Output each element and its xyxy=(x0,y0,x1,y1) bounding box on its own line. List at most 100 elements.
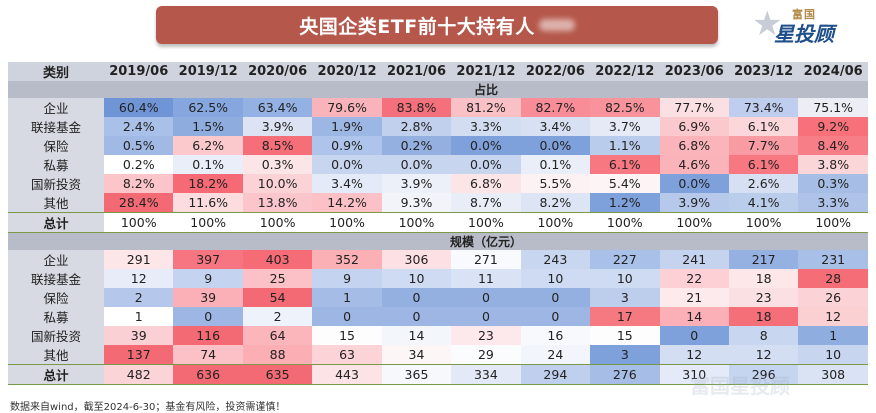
row-label: 企业 xyxy=(8,250,105,269)
table-cell: 9.3% xyxy=(381,193,452,213)
table-cell: 10 xyxy=(520,269,591,288)
table-cell: 6.8% xyxy=(659,136,729,155)
column-header: 2021/06 xyxy=(381,62,452,81)
table-cell: 5.5% xyxy=(520,174,591,193)
table-cell: 6.1% xyxy=(590,155,660,174)
table-cell: 6.1% xyxy=(728,155,799,174)
logo-top-text: 富国 xyxy=(792,8,816,21)
total-cell: 100% xyxy=(728,212,799,233)
table-row: 国新投资 39 116 64 15 14 23 16 15 0 8 1 xyxy=(8,326,868,345)
table-cell: 0 xyxy=(520,288,591,307)
table-cell: 11.6% xyxy=(173,193,243,213)
table-cell: 60.4% xyxy=(104,98,174,117)
table-cell: 0.3% xyxy=(798,174,868,193)
column-header: 2023/12 xyxy=(728,62,799,81)
table-cell: 3.3% xyxy=(798,193,868,213)
table-cell: 13.8% xyxy=(242,193,313,213)
table-cell: 1 xyxy=(312,288,382,307)
total-cell: 443 xyxy=(312,364,382,385)
section-spacer xyxy=(8,81,105,98)
table-cell: 12 xyxy=(728,345,799,365)
row-label: 企业 xyxy=(8,98,105,117)
table-cell: 23 xyxy=(451,326,521,345)
total-cell: 100% xyxy=(173,212,243,233)
table-cell: 0.2% xyxy=(381,136,452,155)
table-cell: 62.5% xyxy=(173,98,243,117)
table-row: 联接基金 2.4% 1.5% 3.9% 1.9% 2.8% 3.3% 3.4% 3.7% 6.9%… xyxy=(8,117,868,136)
table-cell: 10 xyxy=(590,269,660,288)
table-cell: 26 xyxy=(798,288,868,307)
table-row: 国新投资 8.2% 18.2% 10.0% 3.4% 3.9% 6.8% 5.5% 5.4% 0.… xyxy=(8,174,868,193)
table-cell: 9 xyxy=(173,269,243,288)
table-cell: 0 xyxy=(173,307,243,326)
total-row: 总计 482 636 635 443 365 334 294 276 310 296 308 xyxy=(8,364,868,385)
table-cell: 0 xyxy=(659,326,729,345)
table-cell: 3.8% xyxy=(798,155,868,174)
table-cell: 0.0% xyxy=(451,136,521,155)
table-cell: 18 xyxy=(728,307,799,326)
total-row: 总计 100% 100% 100% 100% 100% 100% 100% 100% 100% 10… xyxy=(8,212,868,233)
table-cell: 271 xyxy=(451,250,521,269)
table-cell: 0.5% xyxy=(104,136,174,155)
table-cell: 28.4% xyxy=(104,193,174,213)
table-cell: 28 xyxy=(798,269,868,288)
column-header: 2019/12 xyxy=(173,62,243,81)
total-cell: 100% xyxy=(242,212,313,233)
table-cell: 3.9% xyxy=(659,193,729,213)
table-row: 保险 2 39 54 1 0 0 0 3 21 23 26 xyxy=(8,288,868,307)
total-cell: 296 xyxy=(728,364,799,385)
table-cell: 0.0% xyxy=(381,155,452,174)
table-cell: 243 xyxy=(520,250,591,269)
redacted-blur xyxy=(538,19,575,31)
row-label: 保险 xyxy=(8,136,105,155)
table-cell: 3.7% xyxy=(590,117,660,136)
section-title: 规模（亿元） xyxy=(104,232,868,250)
table-cell: 2.6% xyxy=(728,174,799,193)
table-cell: 1.5% xyxy=(173,117,243,136)
table-cell: 24 xyxy=(520,345,591,365)
table-cell: 75.1% xyxy=(798,98,868,117)
total-cell: 100% xyxy=(381,212,452,233)
total-cell: 276 xyxy=(590,364,660,385)
table-cell: 8.4% xyxy=(798,136,868,155)
table-cell: 2 xyxy=(104,288,174,307)
total-cell: 100% xyxy=(590,212,660,233)
table-cell: 1.2% xyxy=(590,193,660,213)
table-cell: 137 xyxy=(104,345,174,365)
section-header-row: 占比 xyxy=(8,81,868,98)
corner-header: 类别 xyxy=(8,62,105,81)
table-cell: 15 xyxy=(312,326,382,345)
table-cell: 1.1% xyxy=(590,136,660,155)
table-cell: 291 xyxy=(104,250,174,269)
total-cell: 482 xyxy=(104,364,174,385)
total-cell: 100% xyxy=(451,212,521,233)
column-header: 2021/12 xyxy=(451,62,521,81)
table-cell: 23 xyxy=(728,288,799,307)
section-header-row: 规模（亿元） xyxy=(8,232,868,250)
table-cell: 10 xyxy=(381,269,452,288)
watermark: 富国星投顾 xyxy=(690,374,790,398)
column-header: 2022/06 xyxy=(520,62,591,81)
title-banner: 央国企类ETF前十大持有人 xyxy=(156,6,718,44)
table-cell: 227 xyxy=(590,250,660,269)
table-cell: 0 xyxy=(520,307,591,326)
table-cell: 3.9% xyxy=(242,117,313,136)
column-header: 2024/06 xyxy=(798,62,868,81)
table-cell: 64 xyxy=(242,326,313,345)
table-cell: 18.2% xyxy=(173,174,243,193)
table-cell: 21 xyxy=(659,288,729,307)
table-cell: 3.4% xyxy=(520,117,591,136)
table-cell: 0 xyxy=(381,307,452,326)
row-label: 私募 xyxy=(8,155,105,174)
table-cell: 6.2% xyxy=(173,136,243,155)
table-cell: 8.7% xyxy=(451,193,521,213)
table-cell: 6.8% xyxy=(451,174,521,193)
column-header: 2020/12 xyxy=(312,62,382,81)
table-cell: 14.2% xyxy=(312,193,382,213)
table-cell: 4.6% xyxy=(659,155,729,174)
table-row: 私募 1 0 2 0 0 0 0 17 14 18 12 xyxy=(8,307,868,326)
table-cell: 79.6% xyxy=(312,98,382,117)
table-cell: 22 xyxy=(659,269,729,288)
table-cell: 25 xyxy=(242,269,313,288)
holder-table: 类别 2019/06 2019/12 2020/06 2020/12 2021/06 202… xyxy=(8,62,868,385)
